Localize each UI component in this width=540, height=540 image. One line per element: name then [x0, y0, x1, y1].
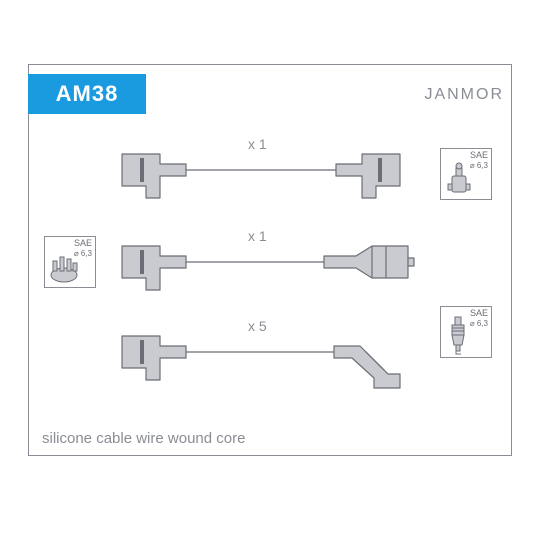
- distributor-icon: [48, 251, 80, 285]
- sae-connector-box: SAE ⌀ 6,3: [44, 236, 96, 288]
- sae-text: SAE: [470, 308, 488, 318]
- cable-row: [116, 330, 406, 392]
- cable-row: [116, 148, 406, 202]
- sae-text: SAE: [470, 150, 488, 160]
- part-number-badge: AM38: [28, 74, 146, 114]
- cable-drawing: [116, 330, 406, 392]
- sae-diameter: ⌀ 6,3: [470, 319, 488, 328]
- sae-connector-box: SAE ⌀ 6,3: [440, 148, 492, 200]
- product-caption: silicone cable wire wound core: [42, 430, 245, 447]
- cable-drawing: [116, 148, 406, 202]
- coil-icon: [444, 162, 474, 196]
- part-number-text: AM38: [56, 81, 119, 107]
- brand-label: JANMOR: [424, 86, 504, 104]
- sae-connector-box: SAE ⌀ 6,3: [440, 306, 492, 358]
- sae-text: SAE: [74, 238, 92, 248]
- sae-label: SAE ⌀ 6,3: [470, 309, 488, 329]
- cable-drawing: [116, 240, 416, 294]
- cable-row: [116, 240, 416, 294]
- sparkplug-icon: [447, 315, 469, 355]
